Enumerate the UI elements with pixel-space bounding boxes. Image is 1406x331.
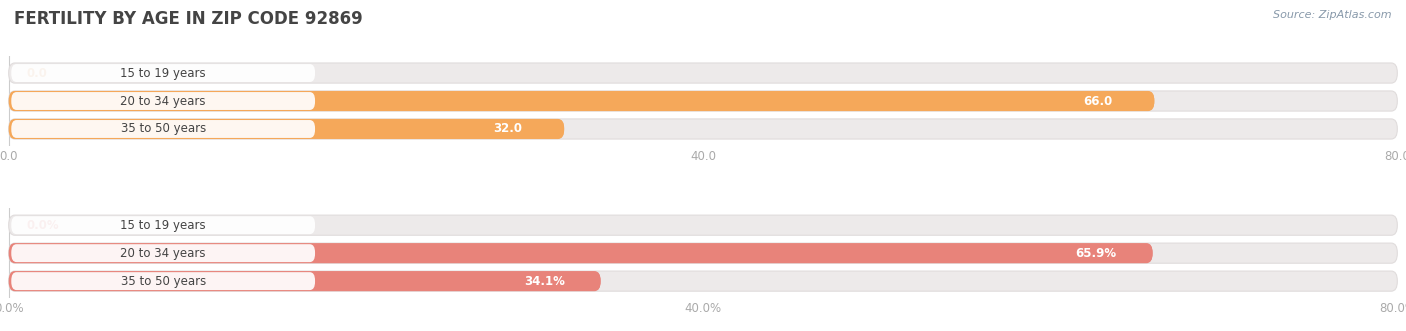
Text: 15 to 19 years: 15 to 19 years <box>121 67 205 79</box>
Text: 35 to 50 years: 35 to 50 years <box>121 122 205 135</box>
Text: Source: ZipAtlas.com: Source: ZipAtlas.com <box>1274 10 1392 20</box>
FancyBboxPatch shape <box>451 120 564 138</box>
FancyBboxPatch shape <box>11 272 315 290</box>
Text: 15 to 19 years: 15 to 19 years <box>121 219 205 232</box>
Text: 32.0: 32.0 <box>494 122 522 135</box>
Text: 20 to 34 years: 20 to 34 years <box>121 95 205 108</box>
FancyBboxPatch shape <box>1042 92 1154 110</box>
FancyBboxPatch shape <box>8 91 1154 111</box>
Text: 0.0%: 0.0% <box>27 219 59 232</box>
FancyBboxPatch shape <box>11 120 315 138</box>
FancyBboxPatch shape <box>1040 244 1153 262</box>
Text: 0.0: 0.0 <box>27 67 46 79</box>
FancyBboxPatch shape <box>8 119 1398 139</box>
FancyBboxPatch shape <box>8 271 600 291</box>
Text: 35 to 50 years: 35 to 50 years <box>121 275 205 288</box>
FancyBboxPatch shape <box>8 63 1398 83</box>
Text: 66.0: 66.0 <box>1083 95 1112 108</box>
Text: 65.9%: 65.9% <box>1076 247 1116 260</box>
FancyBboxPatch shape <box>8 91 1398 111</box>
FancyBboxPatch shape <box>8 243 1153 263</box>
FancyBboxPatch shape <box>488 272 600 290</box>
FancyBboxPatch shape <box>11 64 315 82</box>
FancyBboxPatch shape <box>8 243 1398 263</box>
FancyBboxPatch shape <box>11 244 315 262</box>
Text: 20 to 34 years: 20 to 34 years <box>121 247 205 260</box>
FancyBboxPatch shape <box>11 216 315 234</box>
Text: FERTILITY BY AGE IN ZIP CODE 92869: FERTILITY BY AGE IN ZIP CODE 92869 <box>14 10 363 28</box>
Text: 34.1%: 34.1% <box>524 275 565 288</box>
FancyBboxPatch shape <box>8 271 1398 291</box>
FancyBboxPatch shape <box>11 92 315 110</box>
FancyBboxPatch shape <box>8 119 564 139</box>
FancyBboxPatch shape <box>8 215 1398 235</box>
